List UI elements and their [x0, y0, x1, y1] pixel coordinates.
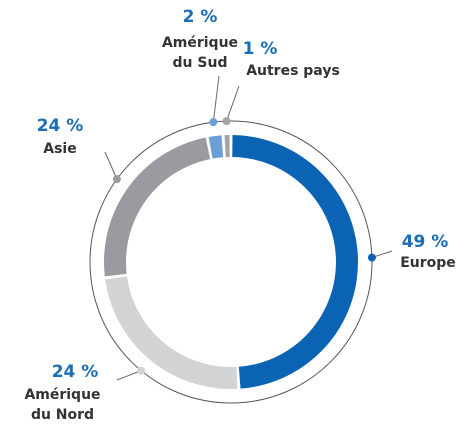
- label-dot: [367, 253, 376, 262]
- leader-line: [104, 151, 118, 180]
- leader-line: [116, 370, 142, 381]
- outer-ring: [89, 120, 373, 404]
- value-label: 1 %: [242, 39, 278, 59]
- leader-line: [212, 75, 220, 123]
- category-label: Amérique du Nord: [24, 387, 101, 423]
- donut-segment: [232, 135, 359, 389]
- category-label: Autres pays: [246, 63, 340, 79]
- donut-segment: [105, 276, 238, 389]
- value-label: 24 %: [51, 362, 99, 382]
- donut-segment: [104, 137, 211, 277]
- label-dot: [112, 175, 121, 184]
- value-label: 2 %: [182, 7, 218, 27]
- category-label: Europe: [400, 255, 456, 271]
- label-dot: [137, 366, 146, 375]
- label-dot: [222, 117, 231, 126]
- leader-line: [226, 85, 240, 122]
- label-dot: [209, 118, 218, 127]
- category-label: Amérique du Sud: [161, 35, 239, 71]
- donut-segment: [224, 135, 230, 158]
- value-label: 24 %: [36, 116, 84, 136]
- category-label: Asie: [43, 141, 77, 157]
- donut-segment: [208, 135, 224, 159]
- value-label: 49 %: [401, 232, 449, 252]
